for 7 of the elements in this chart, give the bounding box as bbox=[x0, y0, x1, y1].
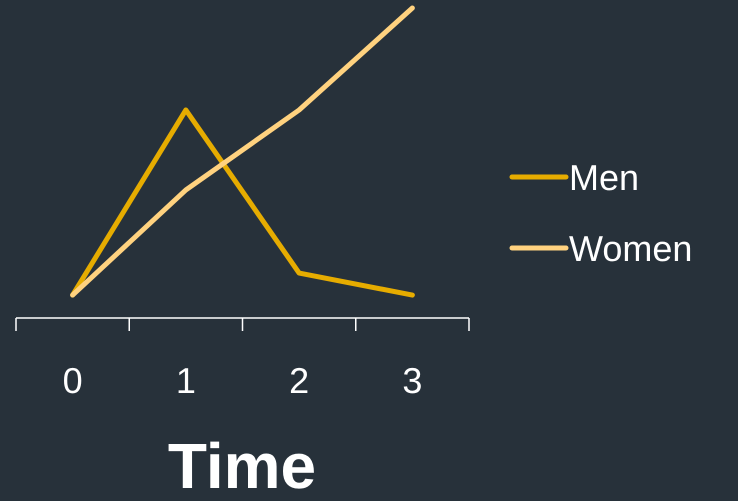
x-axis-title: Time bbox=[168, 430, 316, 501]
x-tick-label: 1 bbox=[176, 360, 196, 401]
legend-label: Women bbox=[569, 228, 692, 269]
x-tick-label: 2 bbox=[289, 360, 310, 401]
x-tick-label: 3 bbox=[402, 360, 422, 401]
legend-label: Men bbox=[569, 157, 640, 198]
x-tick-label: 0 bbox=[62, 360, 83, 401]
